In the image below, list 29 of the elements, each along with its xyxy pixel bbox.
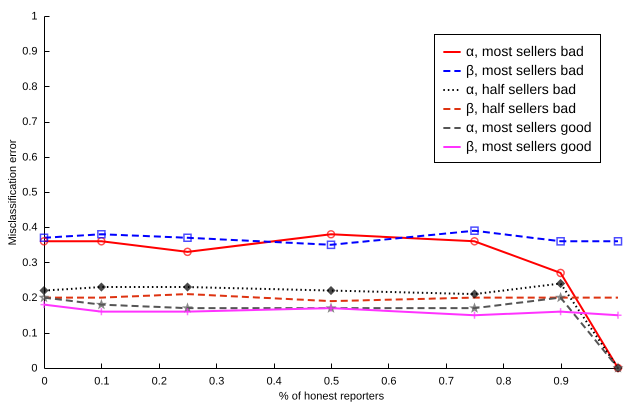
y-tick-label: 0.6: [22, 151, 38, 164]
legend-label: α, half sellers bad: [466, 81, 576, 97]
legend-label: α, most sellers bad: [466, 43, 584, 59]
x-tick-label: 0.8: [496, 376, 512, 388]
x-tick-label: 0.6: [381, 376, 397, 388]
x-tick-label: 0.5: [324, 376, 340, 388]
y-tick-label: 0.4: [22, 222, 38, 234]
y-axis-title: Misclassification error: [7, 139, 20, 246]
legend-label: β, most sellers good: [466, 138, 592, 154]
legend-label: α, most sellers good: [466, 119, 592, 135]
x-axis-title: % of honest reporters: [278, 390, 385, 402]
y-tick-label: 0.5: [22, 186, 38, 198]
legend-label: β, half sellers bad: [466, 100, 576, 116]
x-tick-label: 0.4: [266, 376, 282, 388]
y-tick-label: 0.8: [22, 80, 38, 93]
x-tick-label: 0.7: [438, 376, 454, 388]
x-tick-label: 0.2: [152, 376, 167, 388]
legend-label: β, most sellers bad: [466, 62, 584, 78]
x-tick-label: 0.1: [94, 376, 110, 388]
x-tick-label: 0.3: [209, 376, 224, 388]
y-tick-label: 0.2: [22, 292, 38, 304]
y-tick-label: 1: [31, 10, 38, 22]
x-tick-label: 0.9: [553, 376, 569, 388]
y-tick-label: 0.1: [22, 327, 38, 340]
y-tick-label: 0.9: [22, 46, 38, 58]
x-tick-label: 0: [41, 376, 48, 388]
y-tick-label: 0.7: [22, 116, 38, 128]
y-tick-label: 0: [31, 362, 38, 374]
y-tick-label: 0.3: [22, 256, 38, 269]
